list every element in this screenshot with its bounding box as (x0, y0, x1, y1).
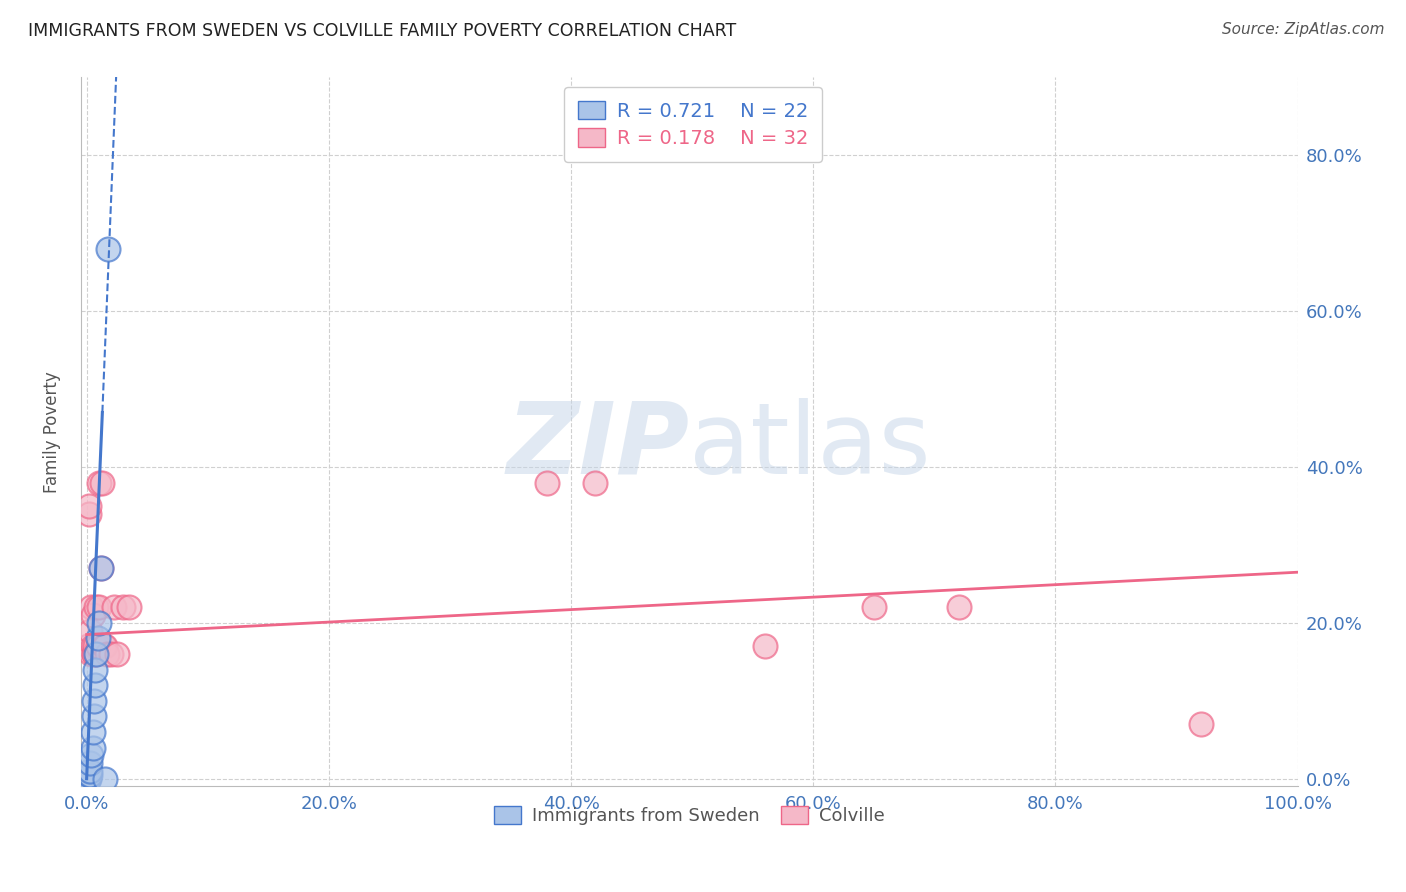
Point (77, 768, 100, 782)
Point (82, 740, 104, 755)
Legend: Immigrants from Sweden, Colville: Immigrants from Sweden, Colville (485, 797, 894, 834)
Point (79, 756, 101, 770)
Point (80, 600, 103, 615)
Point (87, 475, 110, 490)
Point (79, 764, 101, 778)
Point (862, 600, 884, 615)
Point (103, 600, 125, 615)
Point (79, 624, 101, 638)
Point (754, 639, 776, 653)
Y-axis label: Family Poverty: Family Poverty (44, 371, 60, 493)
Point (84, 647, 107, 661)
Point (77, 507, 100, 521)
Point (90, 561, 112, 575)
Point (84, 663, 107, 677)
Point (84, 600, 107, 615)
Point (96, 647, 118, 661)
Point (100, 647, 122, 661)
Point (583, 475, 606, 490)
Point (84, 639, 107, 653)
Point (83, 647, 105, 661)
Point (83, 694, 105, 708)
Point (82, 608, 104, 623)
Point (90, 561, 112, 575)
Point (76, 772, 98, 786)
Point (77, 764, 100, 778)
Text: IMMIGRANTS FROM SWEDEN VS COLVILLE FAMILY POVERTY CORRELATION CHART: IMMIGRANTS FROM SWEDEN VS COLVILLE FAMIL… (28, 22, 737, 40)
Point (82, 639, 104, 653)
Point (84, 647, 107, 661)
Point (87, 615, 110, 630)
Point (77, 772, 100, 786)
Point (93, 639, 115, 653)
Point (111, 600, 134, 615)
Point (91, 475, 114, 490)
Text: atlas: atlas (689, 398, 931, 495)
Point (83, 709, 105, 723)
Point (86, 639, 108, 653)
Point (82, 725, 104, 739)
Point (80, 748, 103, 763)
Point (118, 600, 141, 615)
Point (87, 600, 110, 615)
Point (77, 772, 100, 786)
Point (97, 242, 120, 256)
Text: Source: ZipAtlas.com: Source: ZipAtlas.com (1222, 22, 1385, 37)
Point (79, 768, 101, 782)
Point (86, 632, 108, 646)
Point (76, 772, 98, 786)
Point (80, 647, 103, 661)
Text: ZIP: ZIP (506, 398, 689, 495)
Point (77, 639, 100, 653)
Point (77, 499, 100, 513)
Point (83, 647, 105, 661)
Point (105, 647, 128, 661)
Point (948, 600, 970, 615)
Point (84, 678, 107, 692)
Point (94, 772, 117, 786)
Point (1189, 717, 1212, 731)
Point (94, 639, 117, 653)
Point (536, 475, 558, 490)
